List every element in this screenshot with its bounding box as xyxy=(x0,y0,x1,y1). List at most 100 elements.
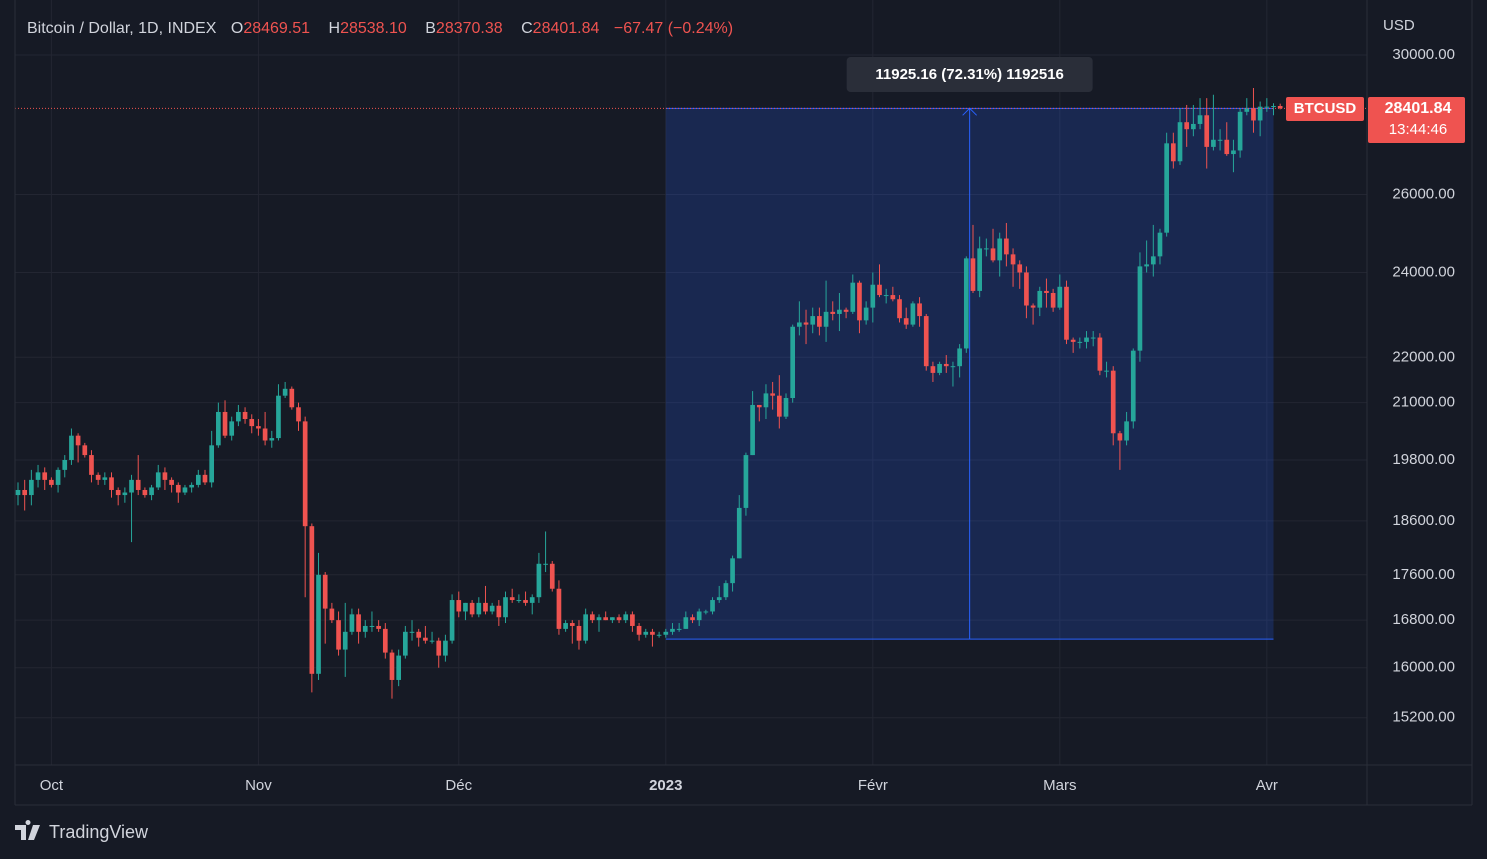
candle-body xyxy=(783,397,789,417)
candle-body xyxy=(1144,264,1149,267)
candle-body xyxy=(109,477,114,490)
candle-body xyxy=(503,597,508,618)
candle-body xyxy=(596,617,602,621)
candle-body xyxy=(1237,111,1243,151)
candle-body xyxy=(776,395,782,417)
candle-body xyxy=(476,602,482,615)
candle-body xyxy=(750,404,755,456)
candle-body xyxy=(589,614,595,621)
candle-body xyxy=(957,348,962,367)
x-tick-label: Avr xyxy=(1256,777,1278,794)
change-value: −67.47 (−0.24%) xyxy=(614,20,733,37)
candle-body xyxy=(289,388,295,408)
candle-body xyxy=(877,284,882,296)
candle-body xyxy=(523,600,528,603)
candle-body xyxy=(950,366,956,368)
h-label: H xyxy=(329,20,341,37)
candle-body xyxy=(716,597,722,601)
candle-body xyxy=(870,284,876,308)
candle-body xyxy=(1224,139,1230,155)
candle-body xyxy=(1204,115,1210,147)
candle-body xyxy=(35,472,41,480)
candle-body xyxy=(296,407,301,422)
candle-body xyxy=(15,489,21,496)
currency-label: USD xyxy=(1383,17,1415,34)
candle-body xyxy=(1097,337,1103,371)
y-tick-label: 16000.00 xyxy=(1392,659,1455,676)
candle-body xyxy=(229,421,235,436)
candle-body xyxy=(1170,143,1176,162)
candle-body xyxy=(75,435,81,446)
candle-body xyxy=(1244,108,1250,112)
candle-body xyxy=(676,628,682,630)
candle-body xyxy=(22,489,28,496)
c-label: C xyxy=(521,20,533,37)
x-tick-label: Déc xyxy=(445,777,472,794)
price-badge: BTCUSD 28401.84 13:44:46 xyxy=(1286,97,1465,143)
candle-body xyxy=(710,600,715,612)
candle-body xyxy=(122,492,128,496)
candle-body xyxy=(743,455,749,508)
candle-body xyxy=(1211,139,1216,147)
candle-body xyxy=(723,583,729,598)
candle-body xyxy=(1044,290,1049,293)
candle-body xyxy=(910,303,916,325)
candle-body xyxy=(583,614,588,641)
y-tick-label: 19800.00 xyxy=(1392,451,1455,468)
candle-body xyxy=(563,623,568,629)
candle-body xyxy=(396,655,401,680)
candle-body xyxy=(683,617,689,629)
candle-body xyxy=(890,295,896,300)
candle-body xyxy=(216,411,221,446)
candle-body xyxy=(269,438,275,441)
candle-body xyxy=(797,322,802,327)
candle-body xyxy=(837,309,842,314)
candle-body xyxy=(690,617,695,621)
candle-body xyxy=(82,445,88,456)
candle-body xyxy=(817,316,822,327)
candle-body xyxy=(810,316,816,325)
candle-body xyxy=(483,602,488,612)
candle-body xyxy=(897,299,902,319)
candle-body xyxy=(843,309,849,312)
candle-body xyxy=(529,597,535,603)
candle-body xyxy=(1271,105,1276,107)
y-tick-label: 30000.00 xyxy=(1392,46,1455,63)
candle-body xyxy=(963,258,969,349)
badge-symbol: BTCUSD xyxy=(1294,100,1357,117)
candle-body xyxy=(730,558,735,584)
open-value: 28469.51 xyxy=(243,20,310,37)
candle-body xyxy=(222,411,228,436)
candle-body xyxy=(1150,256,1156,265)
candle-body xyxy=(556,588,562,629)
close-value: 28401.84 xyxy=(533,20,600,37)
candle-body xyxy=(1164,143,1169,233)
candle-body xyxy=(242,411,248,420)
candle-body xyxy=(55,469,61,485)
candle-body xyxy=(917,303,922,317)
candle-body xyxy=(142,489,148,496)
candle-body xyxy=(309,526,315,674)
measure-label: 11925.16 (72.31%) 1192516 xyxy=(875,66,1064,83)
candle-body xyxy=(369,625,375,627)
candle-body xyxy=(863,307,869,321)
candle-body xyxy=(803,322,809,325)
candle-body xyxy=(1130,350,1136,422)
candle-body xyxy=(736,507,742,559)
candle-body xyxy=(349,614,355,632)
candle-body xyxy=(1177,122,1183,162)
measure: 11925.16 (72.31%) 1192516 xyxy=(665,57,1274,640)
candle-body xyxy=(302,421,308,527)
candle-body xyxy=(276,395,281,439)
x-tick-label: 2023 xyxy=(649,777,682,794)
logo-text: TradingView xyxy=(49,822,149,842)
y-tick-label: 17600.00 xyxy=(1392,566,1455,583)
candle-body xyxy=(95,474,101,480)
candle-body xyxy=(823,311,829,327)
candle-body xyxy=(857,282,862,321)
symbol: Bitcoin / Dollar, 1D, INDEX xyxy=(27,20,217,37)
candle-body xyxy=(670,628,675,632)
x-tick-label: Févr xyxy=(858,777,888,794)
badge-countdown: 13:44:46 xyxy=(1389,121,1447,138)
candle-body xyxy=(149,487,154,496)
